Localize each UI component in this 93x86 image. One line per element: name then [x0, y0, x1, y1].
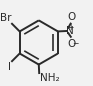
- Text: −: −: [72, 39, 78, 48]
- Text: O: O: [67, 39, 76, 49]
- Text: Br: Br: [0, 13, 11, 23]
- Text: O: O: [67, 12, 75, 22]
- Text: +: +: [67, 23, 74, 32]
- Text: N: N: [66, 26, 74, 36]
- Text: NH₂: NH₂: [40, 73, 59, 84]
- Text: I: I: [8, 62, 11, 72]
